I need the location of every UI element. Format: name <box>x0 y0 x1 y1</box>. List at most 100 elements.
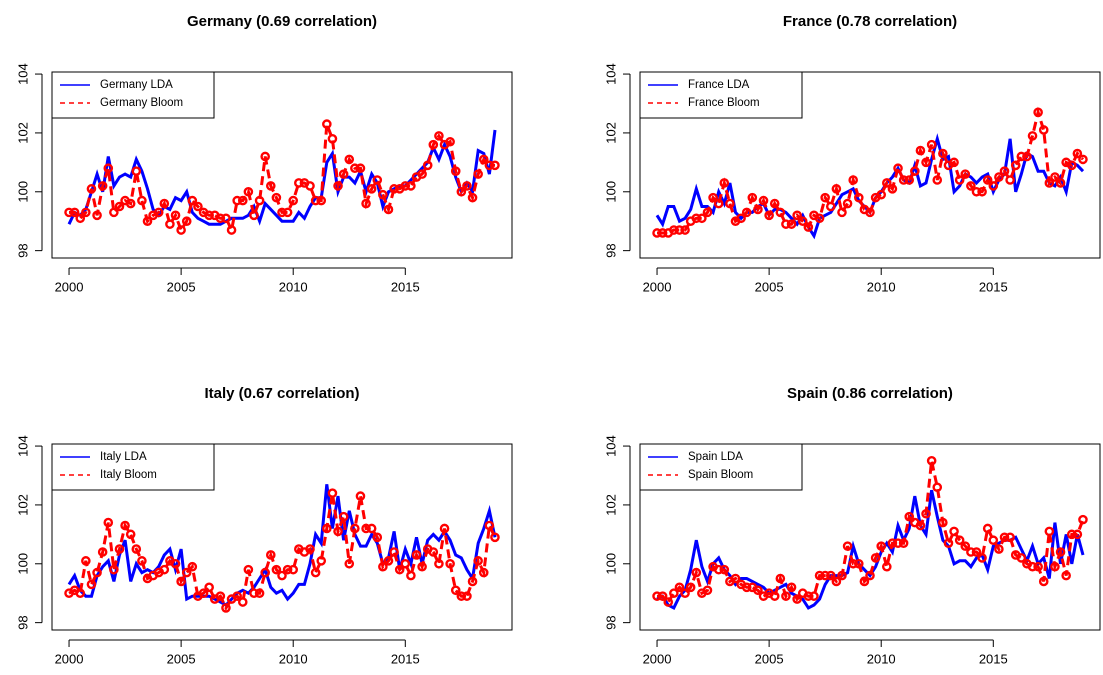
series-point <box>814 570 825 581</box>
series-point <box>853 192 864 203</box>
series-point <box>730 573 741 584</box>
panel: Italy (0.67 correlation) 2000 2005 2010 2015… <box>15 385 513 666</box>
y-tick-label: 100 <box>603 181 618 203</box>
series-point <box>75 213 86 224</box>
series-point <box>86 579 97 590</box>
series-point <box>260 567 270 578</box>
x-tick-label: 2000 <box>643 651 672 666</box>
series-point <box>411 550 422 560</box>
x-tick-label: 2010 <box>867 279 896 294</box>
series-point <box>680 588 690 599</box>
series-point <box>137 195 147 206</box>
series-point <box>842 198 853 209</box>
plot-box <box>639 71 1101 259</box>
series-point <box>988 535 999 546</box>
y-tick-label: 102 <box>15 494 30 516</box>
series-point <box>781 219 791 229</box>
series-point <box>467 192 478 203</box>
series-point <box>1033 107 1043 118</box>
chart-title: Germany (0.69 correlation) <box>187 13 377 30</box>
series-point <box>982 175 993 185</box>
series-point <box>1055 178 1066 188</box>
series-point <box>926 139 937 150</box>
y-tick-label: 102 <box>603 494 618 516</box>
series-point <box>86 184 97 194</box>
series-point <box>215 591 226 601</box>
series-point <box>439 523 450 534</box>
series-point <box>282 564 293 575</box>
series-point <box>938 517 948 528</box>
series-point <box>994 544 1004 554</box>
series-point <box>428 139 439 150</box>
series-point <box>691 567 702 578</box>
series-point <box>741 207 752 218</box>
series-point <box>882 178 892 188</box>
series-point <box>434 131 444 141</box>
legend-box <box>51 71 215 119</box>
series-point <box>64 207 74 218</box>
series-point <box>92 567 102 578</box>
y-tick-label: 104 <box>15 435 30 457</box>
legend-label: Spain LDA <box>688 451 743 463</box>
x-tick-label: 2000 <box>55 279 84 294</box>
series-point <box>490 532 500 543</box>
series-point <box>921 508 931 519</box>
series-point <box>999 532 1010 543</box>
series-point <box>417 169 427 179</box>
panel: Germany (0.69 correlation) 2000 2005 2010 20… <box>15 13 513 294</box>
series-point <box>260 151 270 162</box>
y-tick-label: 104 <box>603 435 618 457</box>
series-point <box>1005 175 1015 185</box>
series-point <box>484 520 495 531</box>
series-point <box>344 154 355 165</box>
series-point <box>198 588 209 599</box>
series-point <box>394 564 405 575</box>
series-point <box>327 134 338 144</box>
series-point <box>456 186 467 197</box>
series-point <box>97 547 108 557</box>
series-point <box>400 181 411 191</box>
series-point <box>882 561 892 572</box>
series-point <box>181 567 192 578</box>
series-point <box>271 564 282 575</box>
series-point <box>361 523 371 534</box>
legend-label: France LDA <box>688 79 750 91</box>
y-tick-label: 100 <box>15 181 30 203</box>
series-point <box>310 195 321 206</box>
y-tick-label: 98 <box>15 615 30 629</box>
series-point <box>221 603 231 613</box>
series-point <box>282 207 293 218</box>
series-point <box>92 210 102 221</box>
x-tick-label: 2015 <box>979 651 1008 666</box>
series-point <box>142 216 153 227</box>
series-point <box>125 198 136 209</box>
series-point <box>887 538 898 548</box>
series-point <box>81 207 91 218</box>
legend: Italy LDA Italy Bloom <box>51 443 215 491</box>
series-point <box>1055 547 1066 557</box>
series-point <box>114 544 125 554</box>
series-point <box>674 582 685 593</box>
legend-box <box>639 71 803 119</box>
x-tick-label: 2010 <box>867 651 896 666</box>
series-point <box>680 225 690 235</box>
series-point <box>769 591 780 601</box>
series-point <box>904 175 915 185</box>
x-tick-label: 2015 <box>391 279 420 294</box>
series-point <box>103 163 114 174</box>
series-point <box>372 532 383 543</box>
series-point <box>277 570 287 581</box>
series-point <box>170 558 181 569</box>
series-point <box>406 570 416 581</box>
series-point <box>389 547 399 557</box>
series-point <box>797 216 808 227</box>
series-point <box>837 570 847 581</box>
series-point <box>825 201 836 212</box>
series-point <box>473 556 483 566</box>
series-point <box>786 582 797 593</box>
series-point <box>809 591 819 601</box>
series-point <box>691 213 702 224</box>
series-point <box>277 207 287 218</box>
series-point <box>473 169 483 179</box>
